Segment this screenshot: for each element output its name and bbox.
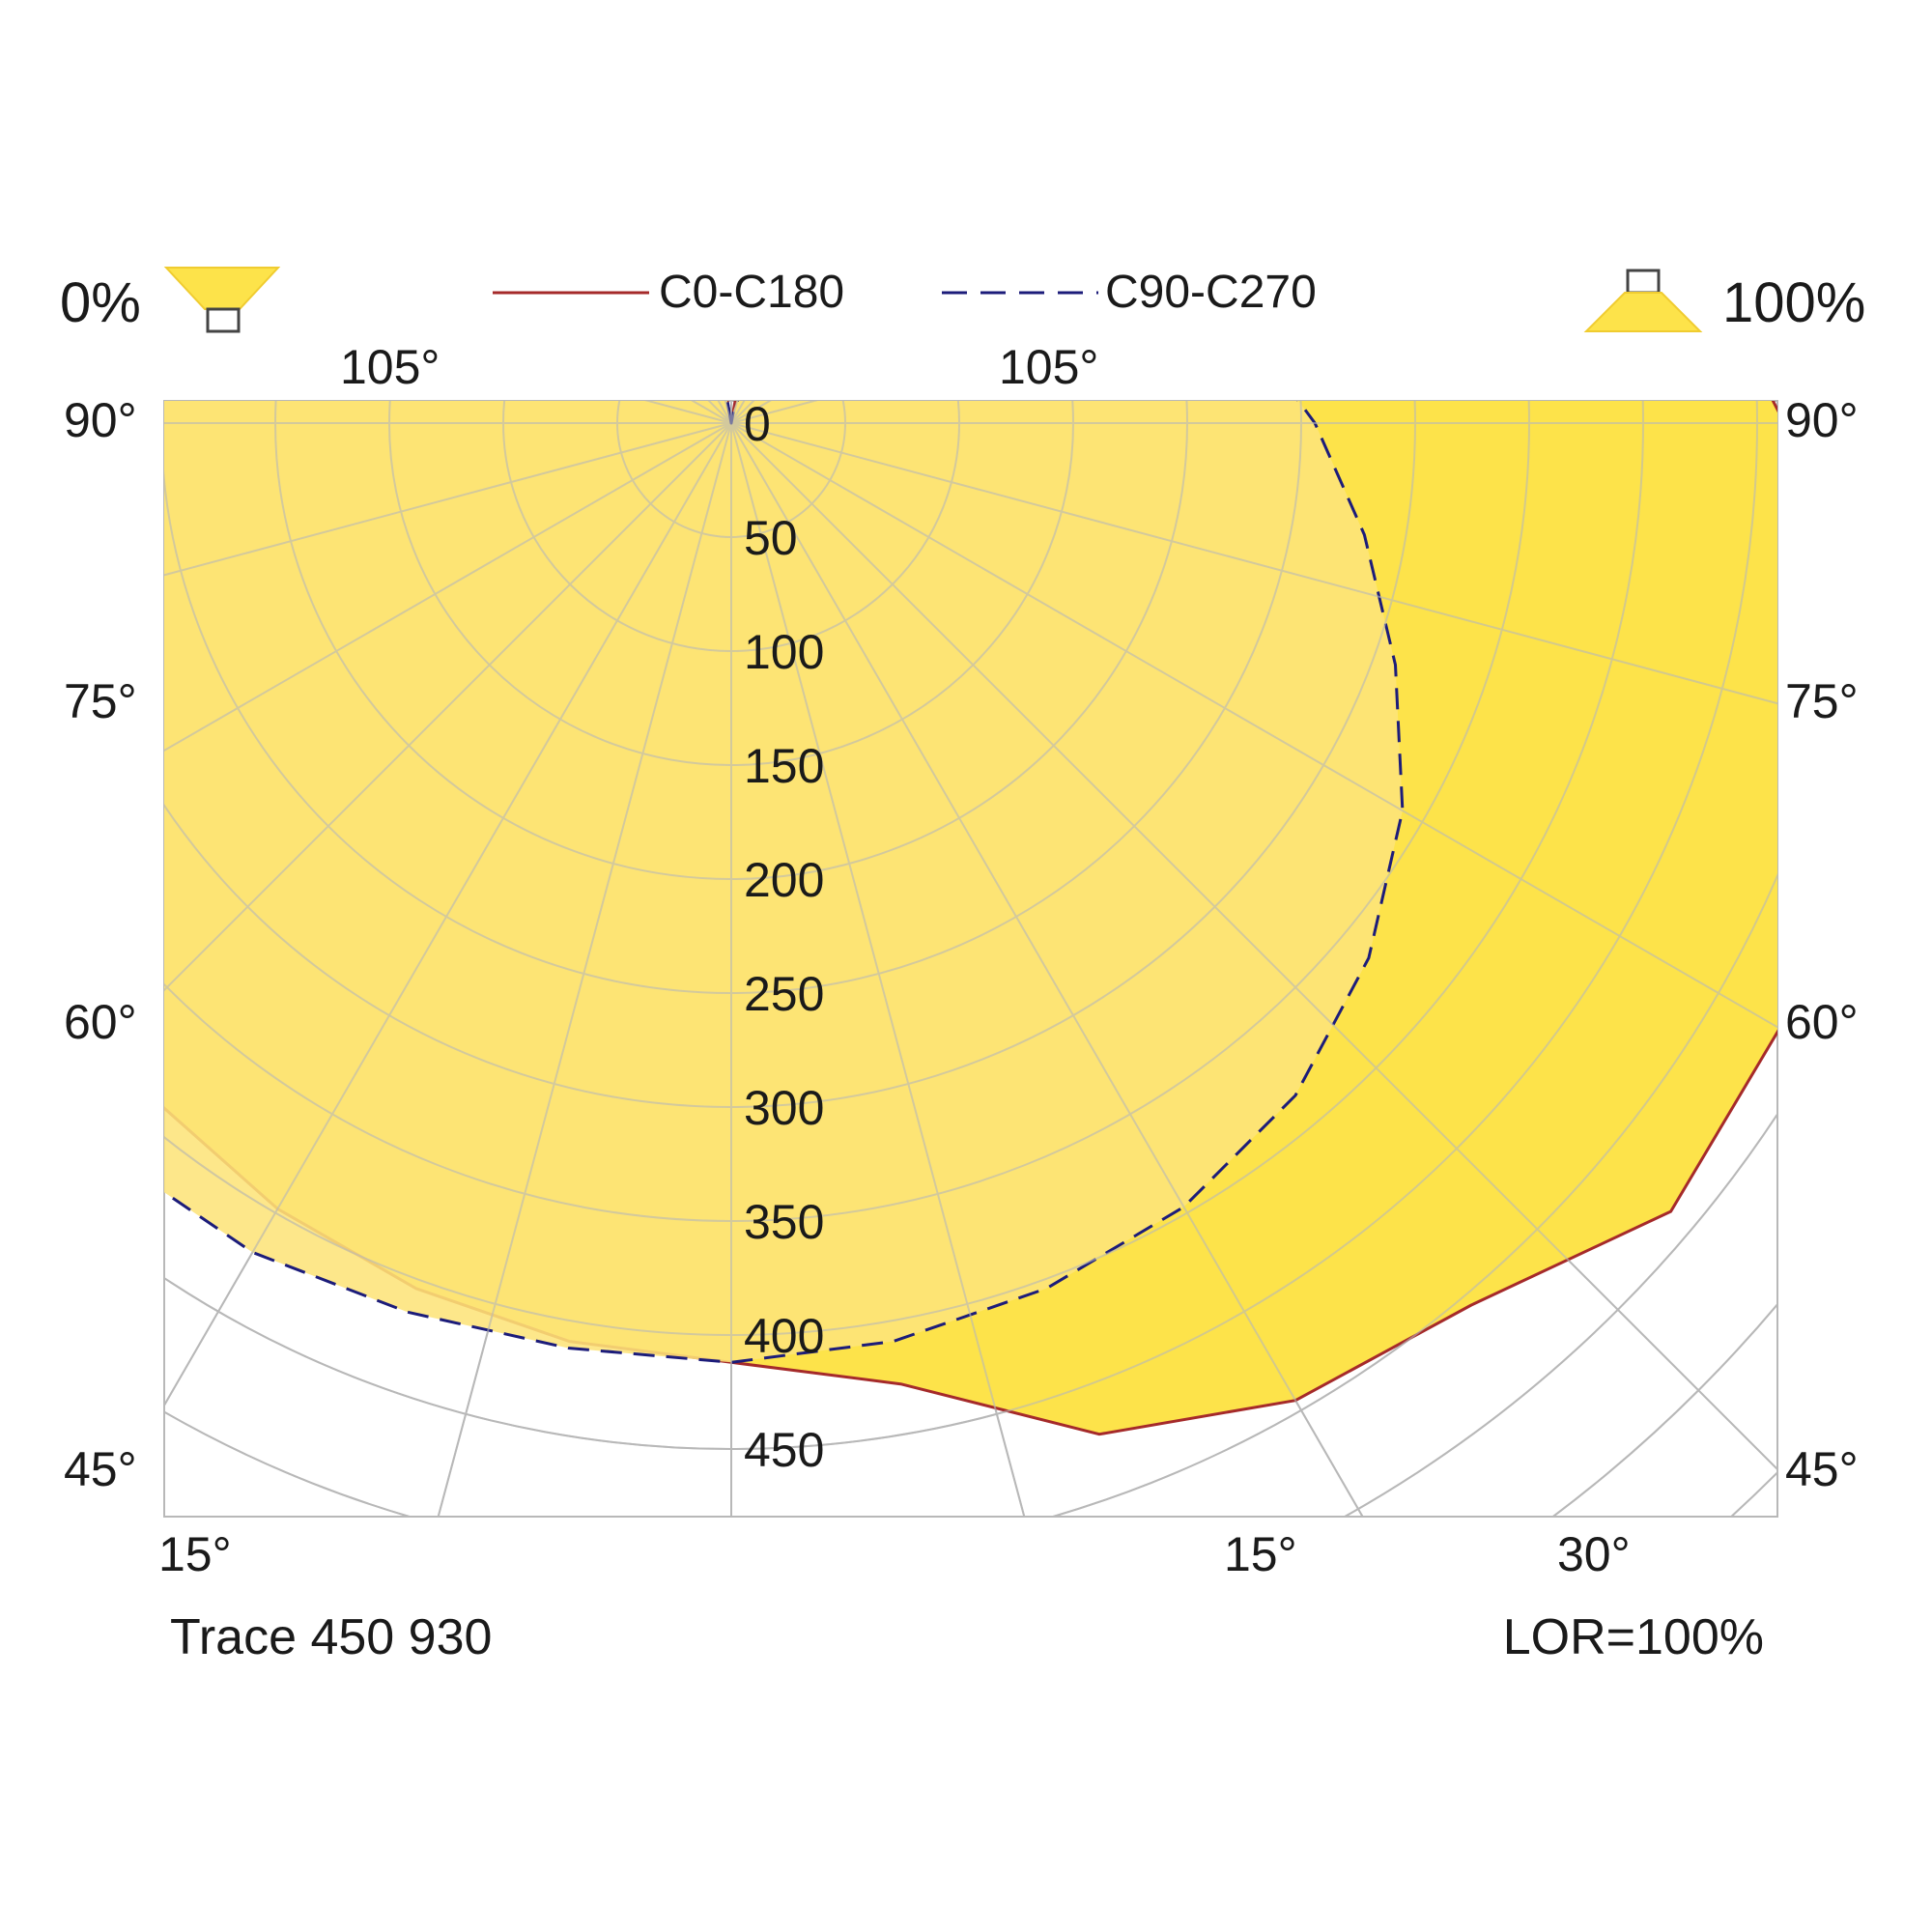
grid-spoke	[730, 422, 1777, 1029]
radial-tick-labels: 0 50 100 150 200 250 300 350 400 450	[744, 397, 824, 1477]
radial-tick-label: 100	[744, 625, 824, 679]
radial-tick-label: 200	[744, 853, 824, 907]
angle-label-top-left: 105°	[340, 340, 440, 394]
grid-spoke	[730, 401, 772, 424]
downward-percent-label: 0%	[60, 271, 141, 334]
legend-label-c90: C90-C270	[1105, 267, 1317, 318]
radial-tick-label: 0	[744, 397, 771, 451]
radial-tick-label: 450	[744, 1423, 824, 1477]
angle-label-right-90: 90°	[1785, 393, 1859, 447]
radial-tick-label: 250	[744, 967, 824, 1021]
angle-labels: 105° 105° 90° 75° 60° 45° 90° 75° 60° 45…	[64, 340, 1859, 1581]
radial-tick-label: 50	[744, 511, 798, 565]
grid-spoke	[730, 401, 818, 424]
angle-label-top-right: 105°	[999, 340, 1098, 394]
radial-tick-label: 350	[744, 1195, 824, 1249]
grid-spoke	[164, 422, 732, 1407]
angle-label-left-60: 60°	[64, 995, 137, 1049]
grid-spoke	[164, 422, 732, 577]
radial-tick-label: 300	[744, 1081, 824, 1135]
grid-spoke	[730, 401, 818, 424]
legend-label-c0: C0-C180	[659, 267, 844, 318]
angle-label-left-90: 90°	[64, 393, 137, 447]
grid-spoke	[730, 401, 746, 424]
lor-value: LOR=100%	[1503, 1609, 1764, 1665]
grid-spoke	[730, 401, 755, 424]
grid-spoke	[730, 422, 1026, 1517]
angle-label-left-75: 75°	[64, 674, 137, 728]
upward-percent-label: 100%	[1722, 271, 1865, 334]
series-c90-c270-area	[164, 401, 1405, 1364]
angle-label-right-45: 45°	[1785, 1442, 1859, 1496]
uplight-icon	[1583, 269, 1703, 332]
product-name: Trace 450 930	[170, 1609, 492, 1665]
grid-spoke	[164, 422, 732, 992]
angle-label-left-45: 45°	[64, 1442, 137, 1496]
angle-label-bottom-right-15: 15°	[1224, 1527, 1297, 1581]
grid-spoke	[730, 422, 1364, 1517]
radial-tick-label: 400	[744, 1309, 824, 1363]
angle-label-right-60: 60°	[1785, 995, 1859, 1049]
grid-spoke	[730, 422, 1777, 1471]
angle-label-bottom-right-30: 30°	[1557, 1527, 1631, 1581]
series-layer	[164, 401, 1777, 1436]
grid-spoke	[730, 422, 1777, 705]
grid-spoke	[730, 401, 772, 424]
angle-label-bottom-left-15: 15°	[158, 1527, 232, 1581]
downlight-icon	[163, 267, 281, 333]
grid-spoke	[730, 401, 746, 424]
radial-tick-label: 150	[744, 739, 824, 793]
grid-spoke	[437, 422, 732, 1517]
angle-label-right-75: 75°	[1785, 674, 1859, 728]
grid-spoke	[730, 401, 755, 424]
grid-spoke	[164, 422, 732, 753]
header: 0% C0-C180 C90-C270 100%	[60, 267, 1865, 334]
